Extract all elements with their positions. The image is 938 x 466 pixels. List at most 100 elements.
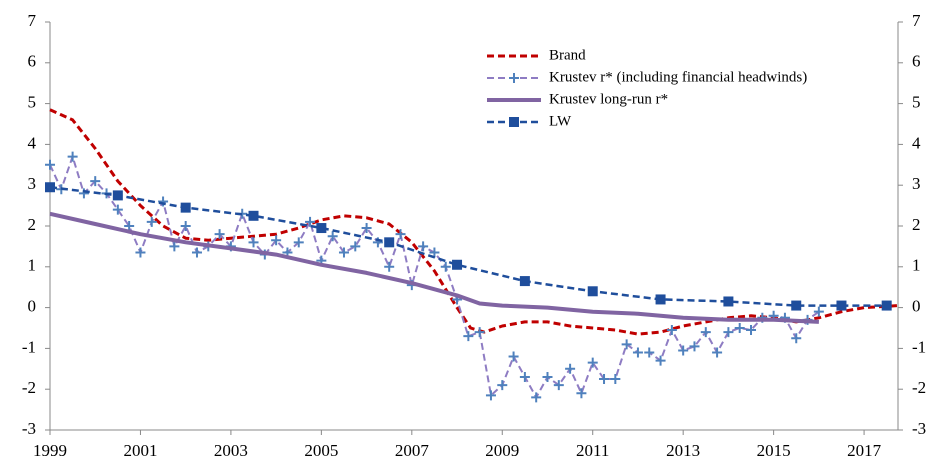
y-tick-label: -3 xyxy=(22,419,36,438)
marker xyxy=(158,196,169,207)
marker xyxy=(587,286,598,297)
marker xyxy=(78,188,89,199)
marker xyxy=(712,347,723,358)
marker xyxy=(599,374,610,384)
marker xyxy=(813,306,824,317)
y-tick-label: 4 xyxy=(28,133,37,152)
marker xyxy=(180,202,191,213)
x-tick-label: 1999 xyxy=(33,441,67,460)
marker xyxy=(655,294,666,305)
series-line xyxy=(49,211,819,324)
marker xyxy=(327,231,338,242)
y2-tick-label: 4 xyxy=(912,133,921,152)
marker xyxy=(305,216,316,227)
marker xyxy=(734,323,745,333)
y2-tick-label: 3 xyxy=(912,174,921,193)
marker xyxy=(418,241,429,252)
x-tick-label: 2001 xyxy=(123,441,157,460)
marker xyxy=(497,380,508,391)
marker xyxy=(191,247,202,258)
y-tick-label: 6 xyxy=(28,52,37,71)
marker xyxy=(214,229,225,240)
x-tick-label: 2009 xyxy=(485,441,519,460)
marker xyxy=(474,327,485,338)
marker xyxy=(45,159,55,170)
marker xyxy=(542,371,553,382)
y2-tick-label: -1 xyxy=(912,337,926,356)
y2-tick-label: 7 xyxy=(912,11,921,30)
marker xyxy=(723,327,734,338)
marker xyxy=(384,237,395,248)
series-line xyxy=(49,108,899,336)
marker xyxy=(746,325,757,336)
y-tick-label: 2 xyxy=(28,215,37,234)
y-tick-label: 5 xyxy=(28,93,37,112)
marker xyxy=(440,261,451,272)
x-tick-label: 2005 xyxy=(304,441,338,460)
marker xyxy=(508,351,519,362)
marker xyxy=(135,247,146,258)
marker xyxy=(248,210,259,221)
marker xyxy=(689,341,700,352)
marker xyxy=(678,345,689,356)
legend-label: Krustev r* (including financial headwind… xyxy=(549,69,807,85)
y-tick-label: 1 xyxy=(28,256,37,275)
y-tick-label: 3 xyxy=(28,174,37,193)
marker xyxy=(271,235,282,246)
marker xyxy=(248,237,259,248)
y2-tick-label: 5 xyxy=(912,93,921,112)
y2-tick-label: -2 xyxy=(912,378,926,397)
marker xyxy=(655,355,666,366)
legend-label: LW xyxy=(549,113,572,129)
y2-tick-label: 6 xyxy=(912,52,921,71)
y2-tick-label: 0 xyxy=(912,297,921,316)
marker xyxy=(531,392,542,403)
marker xyxy=(621,339,632,350)
y-tick-label: 7 xyxy=(28,11,37,30)
marker xyxy=(112,204,123,215)
legend-label: Krustev long-run r* xyxy=(549,91,668,107)
marker xyxy=(124,221,135,231)
marker xyxy=(791,333,802,344)
marker xyxy=(610,374,621,384)
marker xyxy=(791,300,802,311)
marker xyxy=(112,190,123,201)
y2-tick-label: -3 xyxy=(912,419,926,438)
marker xyxy=(67,151,78,162)
marker xyxy=(146,216,157,227)
marker xyxy=(836,300,847,311)
marker xyxy=(316,223,327,234)
marker xyxy=(666,325,677,336)
y-tick-label: -1 xyxy=(22,337,36,356)
x-tick-label: 2007 xyxy=(395,441,430,460)
y2-tick-label: 1 xyxy=(912,256,921,275)
marker xyxy=(452,259,463,270)
marker xyxy=(338,247,349,258)
legend-marker xyxy=(509,117,519,127)
marker xyxy=(553,380,564,391)
marker xyxy=(519,371,530,382)
marker xyxy=(90,176,101,187)
legend-label: Brand xyxy=(549,47,586,63)
marker xyxy=(350,241,361,252)
marker xyxy=(700,327,711,338)
marker xyxy=(587,357,598,368)
x-tick-label: 2015 xyxy=(757,441,791,460)
series-line xyxy=(49,155,820,399)
x-tick-label: 2013 xyxy=(666,441,700,460)
marker xyxy=(519,276,530,287)
marker xyxy=(384,261,395,272)
y2-tick-label: 2 xyxy=(912,215,921,234)
marker xyxy=(361,223,372,234)
y-tick-label: -2 xyxy=(22,378,36,397)
marker xyxy=(395,229,406,240)
marker xyxy=(881,300,892,311)
marker xyxy=(429,247,440,258)
x-tick-label: 2003 xyxy=(214,441,248,460)
y-tick-label: 0 xyxy=(28,297,37,316)
marker xyxy=(169,241,180,252)
series-line xyxy=(49,185,887,307)
marker xyxy=(632,347,643,358)
marker xyxy=(485,390,496,401)
